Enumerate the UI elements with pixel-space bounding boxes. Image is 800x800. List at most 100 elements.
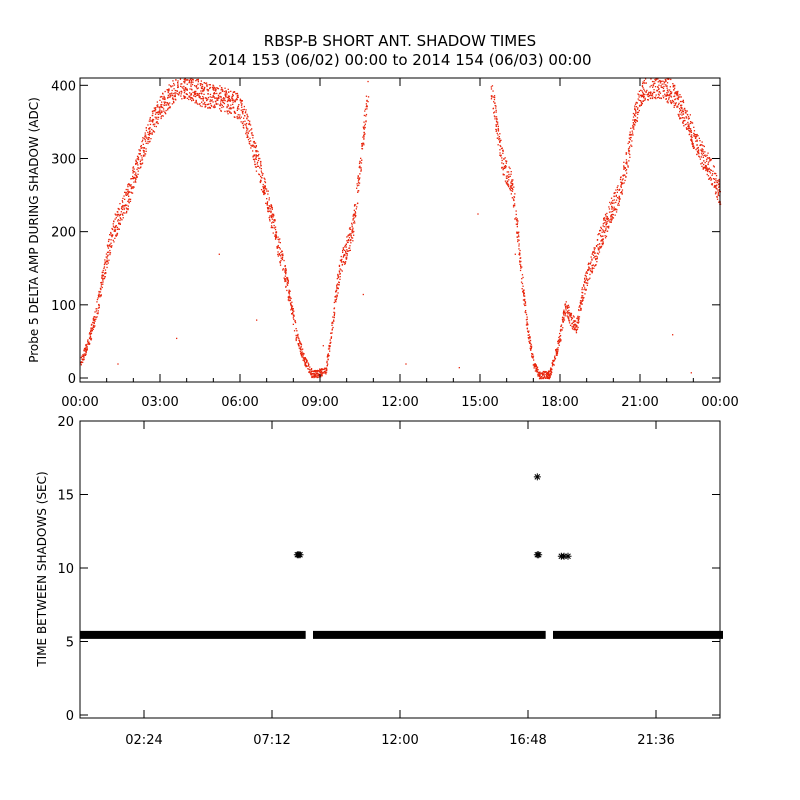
top-data-point — [495, 120, 498, 122]
top-data-point — [251, 128, 253, 130]
top-data-point — [525, 310, 527, 312]
top-data-point — [223, 90, 225, 93]
top-data-point — [116, 215, 119, 217]
top-data-point — [136, 155, 139, 157]
top-data-point — [241, 111, 244, 113]
top-data-point — [586, 278, 588, 280]
bottom-baseline-markers — [313, 630, 546, 639]
top-data-point — [95, 316, 97, 319]
top-data-point — [106, 244, 109, 246]
top-data-point — [197, 87, 199, 89]
top-data-point — [123, 205, 125, 207]
top-data-point — [524, 304, 526, 307]
top-data-point — [594, 252, 596, 254]
top-data-point — [512, 179, 514, 181]
top-data-point — [360, 157, 362, 159]
top-data-point — [657, 78, 659, 80]
top-data-point — [236, 109, 238, 111]
top-data-point — [224, 93, 226, 95]
top-data-point — [147, 124, 149, 126]
top-data-point — [628, 150, 630, 152]
top-data-point — [596, 252, 599, 254]
bottom-data-point — [564, 552, 572, 560]
top-data-point — [517, 240, 519, 243]
top-data-point — [643, 99, 645, 102]
top-data-point — [598, 249, 600, 251]
top-data-point — [565, 309, 567, 311]
top-data-point — [333, 315, 335, 317]
top-data-point — [298, 339, 300, 341]
top-data-point — [602, 223, 604, 225]
top-data-point — [313, 370, 315, 372]
top-data-point — [139, 153, 141, 155]
top-data-point — [302, 354, 304, 356]
top-data-point — [266, 204, 268, 206]
top-data-point — [600, 226, 602, 228]
top-data-point — [568, 320, 571, 322]
top-data-point — [507, 184, 509, 186]
top-data-point — [702, 145, 704, 147]
top-data-point — [351, 237, 353, 239]
top-data-point — [90, 327, 92, 329]
top-data-point — [500, 145, 502, 148]
top-data-point — [269, 215, 271, 217]
top-data-point — [251, 145, 253, 147]
top-data-point — [244, 123, 246, 125]
top-data-point — [216, 87, 218, 89]
top-data-point — [665, 98, 667, 100]
top-x-tick-label: 15:00 — [461, 395, 498, 410]
top-data-point — [236, 96, 238, 98]
top-data-point — [224, 100, 226, 102]
top-data-point — [127, 184, 129, 186]
top-data-point — [551, 365, 554, 367]
top-data-point — [187, 79, 189, 81]
bottom-plot-frame — [79, 420, 721, 719]
top-data-point — [698, 137, 700, 139]
top-data-point — [691, 121, 693, 124]
top-data-point — [154, 116, 156, 118]
top-data-point — [226, 110, 228, 112]
top-data-point — [593, 247, 595, 249]
top-data-point — [679, 100, 682, 103]
top-data-point — [337, 292, 339, 294]
top-data-point — [707, 152, 709, 154]
top-data-point — [346, 253, 348, 255]
top-data-point — [602, 239, 604, 241]
top-data-point — [337, 274, 339, 276]
top-data-point — [118, 228, 120, 230]
top-data-point — [647, 99, 649, 101]
top-data-point — [299, 350, 301, 352]
top-data-point — [528, 338, 530, 340]
top-data-point — [656, 90, 659, 92]
top-data-point — [622, 178, 624, 180]
top-data-point — [311, 376, 314, 378]
top-data-point — [496, 123, 499, 125]
top-data-point — [139, 160, 141, 163]
top-data-point — [136, 162, 138, 164]
top-data-point — [155, 125, 157, 128]
top-data-point — [80, 361, 82, 363]
top-data-point — [232, 106, 235, 108]
top-data-point — [159, 108, 161, 110]
top-data-point — [610, 211, 612, 213]
top-data-point — [348, 237, 351, 239]
top-data-point — [85, 351, 87, 353]
top-data-point — [623, 167, 625, 169]
top-data-point — [275, 236, 277, 238]
top-data-point — [132, 177, 134, 179]
top-data-point — [577, 319, 580, 322]
top-data-point — [220, 109, 222, 112]
top-data-point — [110, 242, 112, 244]
top-data-point — [222, 106, 225, 108]
top-data-point — [701, 150, 703, 152]
top-data-point — [155, 111, 157, 114]
top-data-point — [240, 109, 242, 111]
top-data-point — [626, 163, 628, 165]
top-data-point — [151, 133, 153, 135]
top-data-point — [345, 246, 347, 248]
top-data-point — [195, 92, 197, 95]
top-data-point — [366, 106, 368, 108]
top-data-point — [625, 176, 627, 178]
top-data-point — [271, 226, 273, 228]
top-data-point — [181, 83, 183, 85]
